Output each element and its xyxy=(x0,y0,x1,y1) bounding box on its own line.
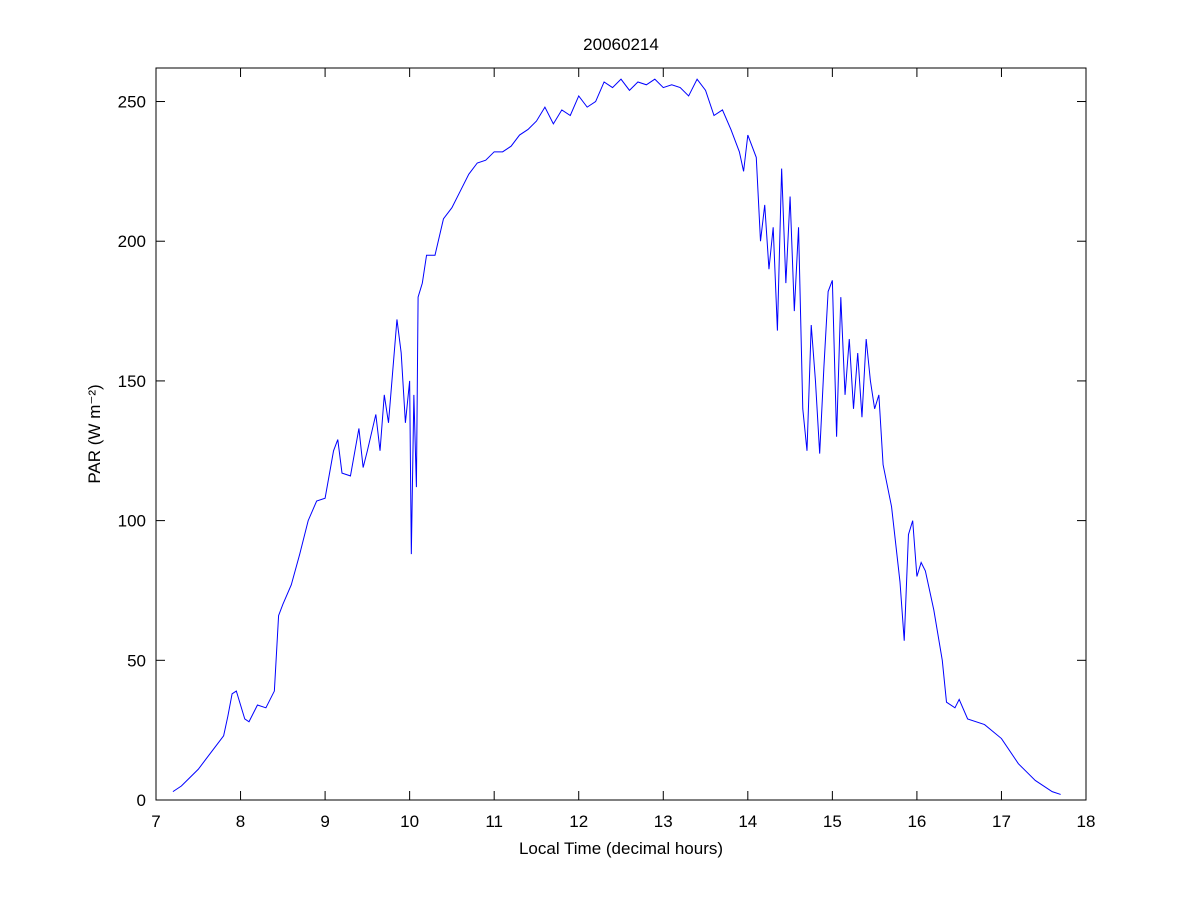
x-tick-label: 17 xyxy=(992,812,1011,831)
x-tick-label: 13 xyxy=(654,812,673,831)
y-axis-label: PAR (W m⁻²) xyxy=(85,384,104,483)
y-tick-label: 0 xyxy=(137,791,146,810)
y-tick-label: 50 xyxy=(127,651,146,670)
y-tick-label: 200 xyxy=(118,232,146,251)
x-tick-label: 15 xyxy=(823,812,842,831)
x-axis-label: Local Time (decimal hours) xyxy=(519,839,723,858)
x-tick-label: 11 xyxy=(485,812,503,831)
x-tick-label: 18 xyxy=(1077,812,1096,831)
x-tick-label: 14 xyxy=(738,812,757,831)
y-tick-label: 250 xyxy=(118,93,146,112)
data-line xyxy=(172,78,1061,795)
axes-box xyxy=(155,67,1087,801)
chart-title: 20060214 xyxy=(583,35,659,54)
x-tick-label: 16 xyxy=(907,812,926,831)
x-tick-label: 10 xyxy=(400,812,419,831)
y-tick-label: 100 xyxy=(118,512,146,531)
x-tick-label: 9 xyxy=(320,812,329,831)
x-tick-label: 12 xyxy=(569,812,588,831)
x-tick-label: 8 xyxy=(236,812,245,831)
x-tick-label: 7 xyxy=(151,812,160,831)
y-tick-label: 150 xyxy=(118,372,146,391)
